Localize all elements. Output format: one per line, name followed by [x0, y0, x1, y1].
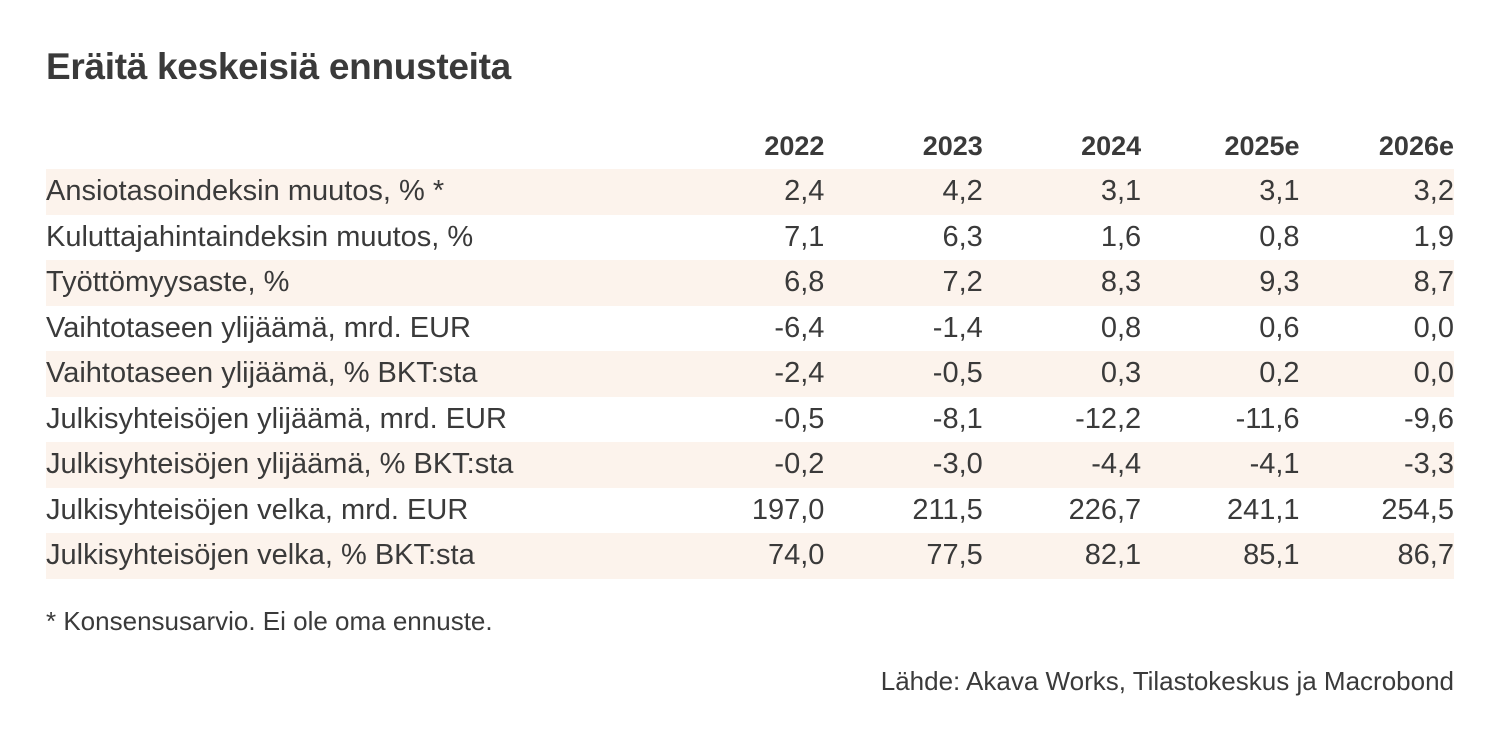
table-cell: 77,5 — [926, 539, 983, 572]
table-cell: 3,2 — [1413, 175, 1454, 208]
source-note: Lähde: Akava Works, Tilastokeskus ja Mac… — [880, 666, 1454, 696]
table-cell: 0,3 — [1100, 357, 1142, 390]
table-cell: 0,8 — [1100, 311, 1142, 344]
table-cell: -9,6 — [1404, 402, 1454, 435]
table-cell: 6,3 — [942, 220, 983, 253]
table-cell: 0,6 — [1259, 311, 1300, 344]
column-header-2025e: 2025e — [1224, 131, 1300, 161]
table-cell: -8,1 — [932, 402, 983, 435]
column-header-2022: 2022 — [764, 131, 825, 161]
table-row: Kuluttajahintaindeksin muutos, % 7,1 6,3… — [46, 215, 1454, 261]
table-cell: -11,6 — [1235, 402, 1300, 435]
table-cell: 0,0 — [1413, 311, 1454, 344]
table-cell: 1,6 — [1100, 220, 1142, 253]
row-label: Kuluttajahintaindeksin muutos, % — [46, 220, 474, 253]
row-label: Työttömyysaste, % — [46, 266, 290, 299]
table-cell: -3,3 — [1404, 448, 1454, 481]
table-row: Työttömyysaste, % 6,8 7,2 8,3 9,3 8,7 — [46, 260, 1454, 306]
row-label: Julkisyhteisöjen ylijäämä, % BKT:sta — [46, 448, 514, 481]
row-label: Julkisyhteisöjen velka, mrd. EUR — [46, 493, 469, 526]
table-cell: 7,1 — [784, 220, 825, 253]
table-row: Julkisyhteisöjen ylijäämä, % BKT:sta -0,… — [46, 442, 1454, 488]
table-row: Julkisyhteisöjen ylijäämä, mrd. EUR -0,5… — [46, 397, 1454, 443]
column-header-2024: 2024 — [1081, 131, 1142, 161]
table-cell: -6,4 — [774, 311, 825, 344]
table-cell: 241,1 — [1226, 493, 1300, 526]
forecast-table: 2022 2023 2024 2025e 2026e Ansiotasoinde… — [46, 124, 1454, 579]
footnote: * Konsensusarvio. Ei ole oma ennuste. — [46, 606, 493, 636]
table-cell: 211,5 — [912, 493, 983, 526]
table-cell: -4,4 — [1091, 448, 1142, 481]
table-cell: 197,0 — [751, 493, 825, 526]
row-label: Julkisyhteisöjen velka, % BKT:sta — [46, 539, 475, 572]
table-cell: -0,5 — [774, 402, 825, 435]
row-label: Julkisyhteisöjen ylijäämä, mrd. EUR — [46, 402, 507, 435]
table-row: Ansiotasoindeksin muutos, % * 2,4 4,2 3,… — [46, 169, 1454, 215]
table-cell: -2,4 — [774, 357, 825, 390]
table-cell: -3,0 — [932, 448, 983, 481]
table-cell: -1,4 — [932, 311, 983, 344]
table-cell: 7,2 — [942, 266, 983, 299]
table-cell: 85,1 — [1243, 539, 1300, 572]
table-cell: -0,2 — [774, 448, 825, 481]
table-cell: -4,1 — [1249, 448, 1300, 481]
table-cell: 9,3 — [1259, 266, 1300, 299]
table-cell: 8,7 — [1413, 266, 1454, 299]
table-cell: 82,1 — [1084, 539, 1142, 572]
table-row: Julkisyhteisöjen velka, mrd. EUR 197,0 2… — [46, 488, 1454, 534]
table-cell: 3,1 — [1100, 175, 1142, 208]
column-header-2023: 2023 — [922, 131, 983, 161]
row-label: Ansiotasoindeksin muutos, % * — [46, 175, 445, 208]
table-cell: 0,8 — [1259, 220, 1300, 253]
table-cell: 86,7 — [1397, 539, 1454, 572]
chart-title: Eräitä keskeisiä ennusteita — [46, 46, 511, 87]
table-header-row: 2022 2023 2024 2025e 2026e — [46, 124, 1454, 169]
table-cell: 2,4 — [784, 175, 825, 208]
table-cell: -12,2 — [1075, 402, 1142, 435]
table-cell: 6,8 — [784, 266, 825, 299]
table-row: Vaihtotaseen ylijäämä, % BKT:sta -2,4 -0… — [46, 351, 1454, 397]
table-cell: 0,0 — [1413, 357, 1454, 390]
table-cell: 3,1 — [1259, 175, 1300, 208]
column-header-2026e: 2026e — [1378, 131, 1454, 161]
table-cell: 8,3 — [1100, 266, 1142, 299]
table-cell: 74,0 — [767, 539, 825, 572]
table-cell: 4,2 — [942, 175, 983, 208]
row-label: Vaihtotaseen ylijäämä, % BKT:sta — [46, 357, 478, 390]
table-cell: -0,5 — [932, 357, 983, 390]
table-row: Vaihtotaseen ylijäämä, mrd. EUR -6,4 -1,… — [46, 306, 1454, 352]
table-cell: 0,2 — [1259, 357, 1300, 390]
table-cell: 254,5 — [1381, 493, 1454, 526]
table-row: Julkisyhteisöjen velka, % BKT:sta 74,0 7… — [46, 533, 1454, 579]
table-cell: 226,7 — [1068, 493, 1142, 526]
row-label: Vaihtotaseen ylijäämä, mrd. EUR — [46, 311, 471, 344]
table-cell: 1,9 — [1413, 220, 1454, 253]
